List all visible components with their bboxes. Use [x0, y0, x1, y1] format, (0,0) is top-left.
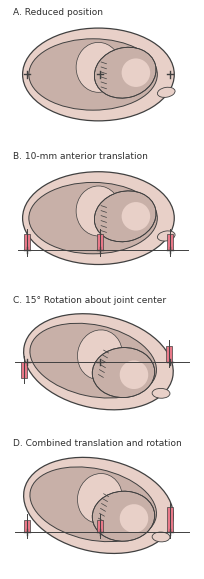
Ellipse shape — [78, 330, 122, 380]
Bar — [24, 234, 30, 250]
Bar — [24, 520, 30, 532]
Ellipse shape — [76, 42, 121, 92]
Ellipse shape — [24, 314, 173, 410]
Bar — [21, 362, 27, 378]
Ellipse shape — [29, 39, 157, 110]
Bar — [97, 234, 103, 250]
Ellipse shape — [94, 191, 156, 242]
Ellipse shape — [92, 347, 155, 398]
Text: A. Reduced position: A. Reduced position — [13, 8, 103, 17]
Text: D. Combined translation and rotation: D. Combined translation and rotation — [13, 439, 182, 448]
Ellipse shape — [94, 47, 156, 98]
Ellipse shape — [23, 172, 174, 265]
Ellipse shape — [157, 87, 175, 97]
Ellipse shape — [23, 28, 174, 121]
Ellipse shape — [152, 532, 170, 542]
Bar — [97, 520, 103, 532]
Ellipse shape — [122, 202, 150, 230]
Ellipse shape — [120, 504, 148, 533]
Ellipse shape — [152, 389, 170, 398]
Ellipse shape — [29, 182, 157, 254]
Ellipse shape — [24, 457, 173, 554]
Ellipse shape — [157, 231, 175, 241]
Ellipse shape — [76, 186, 121, 236]
Ellipse shape — [30, 323, 156, 398]
Bar — [167, 234, 173, 250]
Bar — [166, 346, 173, 362]
Ellipse shape — [30, 467, 156, 542]
Ellipse shape — [78, 474, 122, 523]
Ellipse shape — [122, 58, 150, 87]
Text: C. 15° Rotation about joint center: C. 15° Rotation about joint center — [13, 295, 166, 305]
Text: B. 10-mm anterior translation: B. 10-mm anterior translation — [13, 152, 148, 161]
Ellipse shape — [120, 361, 148, 389]
Bar — [167, 507, 173, 532]
Ellipse shape — [92, 491, 155, 541]
